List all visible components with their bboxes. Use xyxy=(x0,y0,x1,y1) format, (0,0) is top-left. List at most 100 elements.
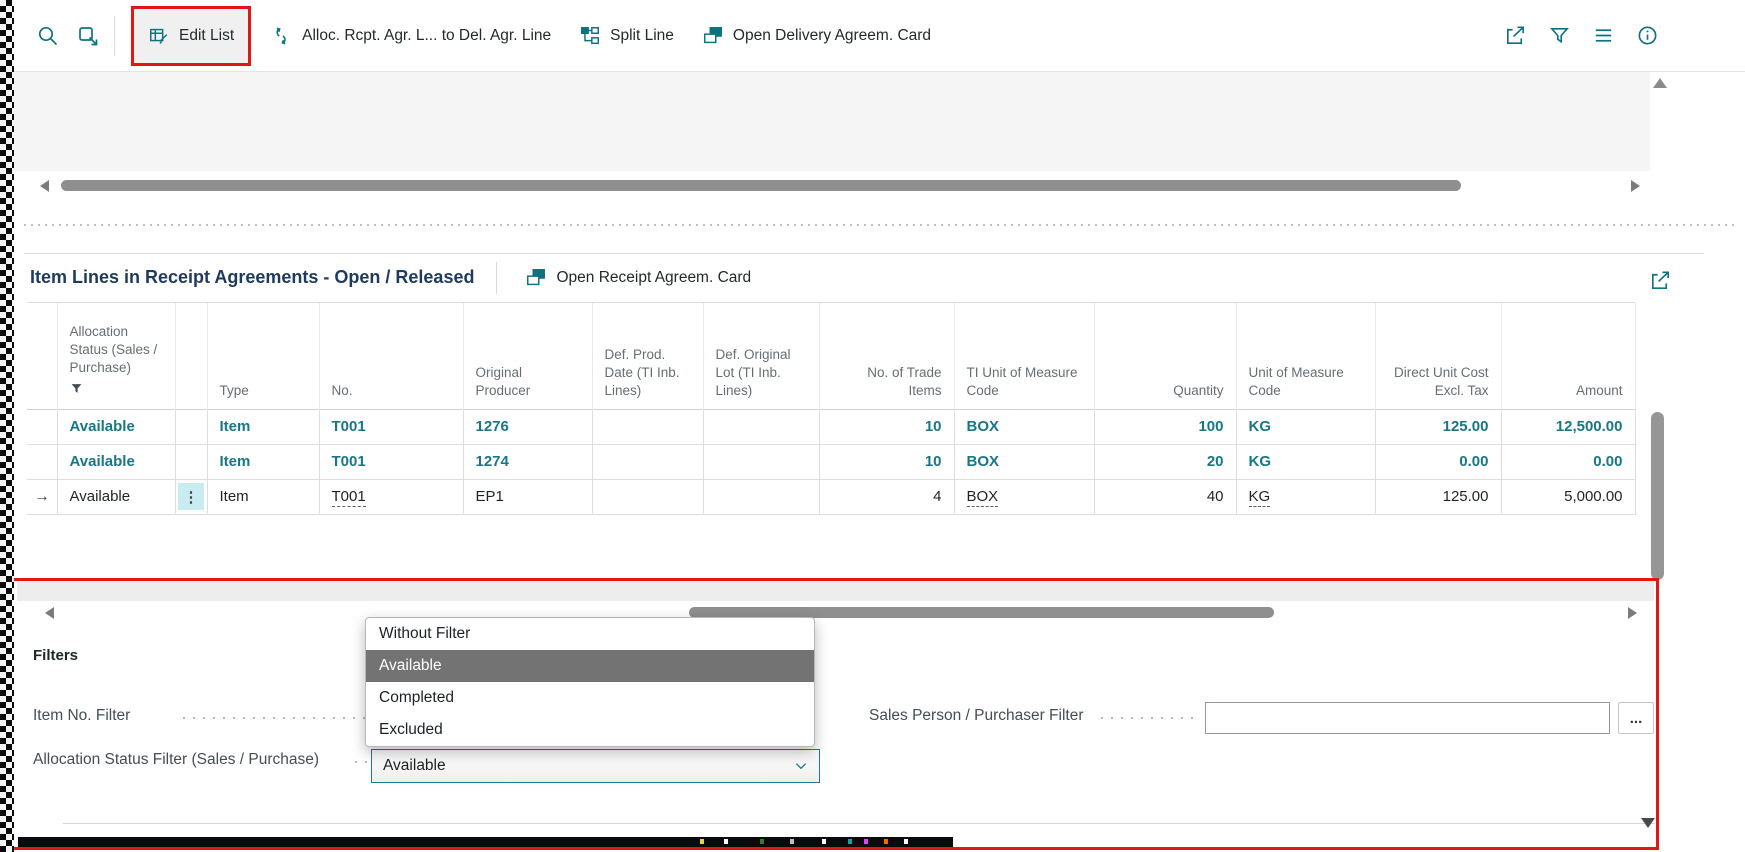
allocation-status-select[interactable]: Available xyxy=(371,749,820,783)
horizontal-scrollbar-filters[interactable] xyxy=(17,604,1653,622)
cell-quantity[interactable]: 20 xyxy=(1094,444,1237,480)
cell-trade-items[interactable]: 10 xyxy=(819,444,955,480)
cell-ti-uom[interactable]: BOX xyxy=(954,409,1095,445)
col-ti-uom-code[interactable]: TI Unit of Measure Code xyxy=(954,303,1095,409)
scroll-right-arrow-icon[interactable] xyxy=(1628,607,1637,619)
cell-type[interactable]: Item xyxy=(207,409,320,445)
col-quantity[interactable]: Quantity xyxy=(1094,303,1237,409)
open-receipt-card-button[interactable]: Open Receipt Agreem. Card xyxy=(511,252,765,304)
cell-status[interactable]: Available xyxy=(57,479,176,515)
cell-ti-uom[interactable]: BOX xyxy=(954,479,1095,515)
edit-list-icon xyxy=(150,28,168,44)
row-menu-icon[interactable]: ⋮ xyxy=(178,483,204,510)
cell-status[interactable]: Available xyxy=(57,444,176,480)
scroll-left-arrow-icon[interactable] xyxy=(45,607,54,619)
cell-producer[interactable]: 1276 xyxy=(463,409,593,445)
table-row-selected[interactable]: → Available ⋮ Item T001 EP1 4 BOX 40 KG … xyxy=(27,479,1636,515)
edit-list-label: Edit List xyxy=(179,26,235,44)
col-no-of-trade-items[interactable]: No. of Trade Items xyxy=(819,303,955,409)
search-button[interactable] xyxy=(28,14,68,58)
edit-list-annotation-box: Edit List xyxy=(131,5,252,66)
chevron-down-icon xyxy=(795,763,807,770)
cell-ti-uom[interactable]: BOX xyxy=(954,444,1095,480)
list-options-button[interactable] xyxy=(1583,14,1623,58)
cell-no[interactable]: T001 xyxy=(319,479,464,515)
edit-list-button[interactable]: Edit List xyxy=(134,8,249,63)
table-row[interactable]: Available Item T001 1276 10 BOX 100 KG 1… xyxy=(27,409,1636,445)
cell-cost[interactable]: 125.00 xyxy=(1375,409,1502,445)
cell-type[interactable]: Item xyxy=(207,444,320,480)
table-row[interactable]: Available Item T001 1274 10 BOX 20 KG 0.… xyxy=(27,444,1636,480)
vertical-scrollbar-up-arrow[interactable] xyxy=(1653,78,1667,88)
dropdown-option-excluded[interactable]: Excluded xyxy=(379,721,443,738)
col-allocation-status[interactable]: Allocation Status (Sales / Purchase) xyxy=(57,303,176,409)
horizontal-scrollbar-thumb[interactable] xyxy=(689,607,1274,618)
col-def-prod-date[interactable]: Def. Prod. Date (TI Inb. Lines) xyxy=(592,303,704,409)
alloc-rcpt-to-del-button[interactable]: Alloc. Rcpt. Agr. L... to Del. Agr. Line xyxy=(257,10,565,62)
cell-status[interactable]: Available xyxy=(57,409,176,445)
section-divider xyxy=(496,261,498,294)
horizontal-scrollbar-thumb[interactable] xyxy=(61,180,1461,191)
toolbar-right-group xyxy=(1495,0,1667,71)
sales-person-lookup-button[interactable]: ... xyxy=(1618,702,1654,734)
cell-uom[interactable]: KG xyxy=(1236,479,1376,515)
vertical-scrollbar-thumb[interactable] xyxy=(1651,412,1664,580)
cell-orig-lot[interactable] xyxy=(703,479,820,515)
col-amount[interactable]: Amount xyxy=(1501,303,1636,409)
cell-trade-items[interactable]: 10 xyxy=(819,409,955,445)
cell-prod-date[interactable] xyxy=(592,409,704,445)
filter-button[interactable] xyxy=(1539,14,1579,58)
taskbar-artifact xyxy=(18,837,953,847)
item-no-filter-label: Item No. Filter xyxy=(33,707,131,724)
filters-heading: Filters xyxy=(33,647,79,664)
cell-no[interactable]: T001 xyxy=(319,409,464,445)
col-uom-code[interactable]: Unit of Measure Code xyxy=(1236,303,1376,409)
share-icon xyxy=(1506,26,1524,44)
cell-producer[interactable]: EP1 xyxy=(463,479,593,515)
cell-uom[interactable]: KG xyxy=(1236,444,1376,480)
split-line-button[interactable]: Split Line xyxy=(565,10,688,62)
cell-orig-lot[interactable] xyxy=(703,409,820,445)
cell-no[interactable]: T001 xyxy=(319,444,464,480)
scroll-right-arrow-icon[interactable] xyxy=(1631,180,1640,192)
cell-cost[interactable]: 0.00 xyxy=(1375,444,1502,480)
col-type[interactable]: Type xyxy=(207,303,320,409)
cell-prod-date[interactable] xyxy=(592,444,704,480)
col-def-original-lot[interactable]: Def. Original Lot (TI Inb. Lines) xyxy=(703,303,820,409)
cell-no-value[interactable]: T001 xyxy=(331,488,366,507)
open-delivery-card-button[interactable]: Open Delivery Agreem. Card xyxy=(688,10,945,62)
cell-producer[interactable]: 1274 xyxy=(463,444,593,480)
cell-quantity[interactable]: 40 xyxy=(1094,479,1237,515)
vertical-scrollbar-down-arrow[interactable] xyxy=(1641,818,1655,828)
designer-button[interactable] xyxy=(68,14,108,58)
allocation-status-value: Available xyxy=(383,757,446,774)
info-button[interactable] xyxy=(1627,14,1667,58)
col-no[interactable]: No. xyxy=(319,303,464,409)
cell-uom[interactable]: KG xyxy=(1236,409,1376,445)
cell-type[interactable]: Item xyxy=(207,479,320,515)
cell-prod-date[interactable] xyxy=(592,479,704,515)
col-original-producer[interactable]: Original Producer xyxy=(463,303,593,409)
sales-person-filter-label: Sales Person / Purchaser Filter xyxy=(869,707,1084,724)
dropdown-option-without-filter[interactable]: Without Filter xyxy=(379,625,471,642)
section-share-button[interactable] xyxy=(1640,258,1680,302)
screen-edge-artifact xyxy=(0,0,14,852)
cell-uom-value[interactable]: KG xyxy=(1248,488,1271,507)
cell-ti-uom-value[interactable]: BOX xyxy=(966,488,999,507)
cell-amount[interactable]: 12,500.00 xyxy=(1501,409,1636,445)
share-button[interactable] xyxy=(1495,14,1535,58)
cell-quantity[interactable]: 100 xyxy=(1094,409,1237,445)
cell-trade-items[interactable]: 4 xyxy=(819,479,955,515)
dropdown-option-completed[interactable]: Completed xyxy=(379,689,454,706)
horizontal-scrollbar-top[interactable] xyxy=(14,177,1654,195)
sales-person-filter-input[interactable] xyxy=(1205,702,1610,734)
cell-amount[interactable]: 5,000.00 xyxy=(1501,479,1636,515)
toolbar-divider xyxy=(114,15,115,56)
cell-cost[interactable]: 125.00 xyxy=(1375,479,1502,515)
cell-orig-lot[interactable] xyxy=(703,444,820,480)
dropdown-option-available-selected[interactable]: Available xyxy=(366,650,814,682)
col-direct-unit-cost[interactable]: Direct Unit Cost Excl. Tax xyxy=(1375,303,1502,409)
cell-amount[interactable]: 0.00 xyxy=(1501,444,1636,480)
scroll-left-arrow-icon[interactable] xyxy=(40,180,49,192)
